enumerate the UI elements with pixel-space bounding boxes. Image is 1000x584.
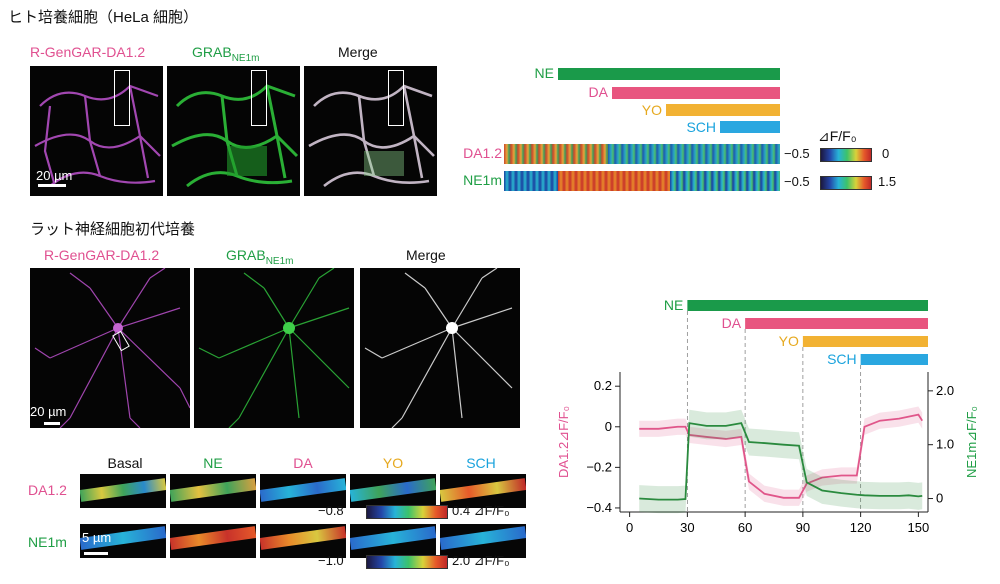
hela-image-da: 20 µm <box>30 66 163 196</box>
kymo-unit-label: ⊿F/F₀ <box>818 128 857 144</box>
chart-ylabel-left: DA1.2⊿F/F₀ <box>556 406 571 478</box>
hela-label-merge: Merge <box>338 44 378 60</box>
kymo-da <box>504 144 780 164</box>
strip-col-ne: NE <box>203 455 223 471</box>
kymo-da-max: 0 <box>882 146 890 161</box>
strip-scale-text: 5 µm <box>82 530 112 545</box>
chart-drug-bar-da <box>745 318 928 329</box>
strip-da-yo <box>350 474 436 508</box>
strip-da-colorbar <box>366 505 448 519</box>
hela-title: ヒト培養細胞（HeLa 細胞） <box>8 9 199 26</box>
strip-da-min: −0.8 <box>318 503 344 518</box>
strip-row-ne: NE1m <box>28 534 67 550</box>
chart-band-ne1m <box>639 409 923 514</box>
strip-ne-colorbar <box>366 555 448 569</box>
chart-ylabel-right: NE1m⊿F/F₀ <box>964 406 979 478</box>
chart-xtick-label: 150 <box>908 520 930 535</box>
strip-col-basal: Basal <box>107 455 143 471</box>
strip-da-basal <box>80 474 166 508</box>
chart-ytick-right-label: 0 <box>936 491 943 506</box>
top-bar-da <box>612 87 780 99</box>
neuron-image-da: 20 µm <box>30 268 190 428</box>
chart-xtick-label: 0 <box>626 520 633 535</box>
chart-ytick-right-label: 1.0 <box>936 437 954 452</box>
hela-label-dagenger: R-GenGAR-DA1.2 <box>30 44 146 60</box>
strip-da-ne <box>170 474 256 508</box>
strip-ne-yo <box>350 524 436 558</box>
chart-band-da1.2 <box>639 406 923 506</box>
kymo-da-colorbar <box>820 148 872 162</box>
neuron-label-da: R-GenGAR-DA1.2 <box>44 247 160 263</box>
hela-image-merge <box>304 66 437 196</box>
strip-da-max: 0.4 ⊿F/F₀ <box>452 503 510 518</box>
trace-chart: NE DA YO SCH 0 30 60 90 120 150 0.2 0 −0.2 −0.4 2.0 1.0… <box>556 297 979 535</box>
hela-scale-bar <box>38 184 66 187</box>
chart-drug-label-yo: YO <box>779 333 799 349</box>
strip-col-yo: YO <box>382 455 404 471</box>
kymo-ne-colorbar <box>820 176 872 190</box>
chart-line-ne1m <box>639 422 923 501</box>
strip-col-da: DA <box>293 455 313 471</box>
chart-drug-bar-yo <box>802 336 928 347</box>
chart-xtick-label: 120 <box>850 520 872 535</box>
strip-ne-min: −1.0 <box>318 553 344 568</box>
neuron-label-merge: Merge <box>406 247 446 263</box>
chart-ytick-left-label: −0.4 <box>586 500 612 515</box>
strip-ne-sch <box>440 524 526 558</box>
neuron-scale-text: 20 µm <box>30 404 67 419</box>
chart-drug-label-ne: NE <box>664 297 683 313</box>
top-bar-label-da: DA <box>588 84 608 100</box>
chart-drug-bar-ne <box>687 300 928 311</box>
chart-ytick-right-label: 2.0 <box>936 383 954 398</box>
neuron-image-ne <box>194 268 354 428</box>
top-bar-label-yo: YO <box>641 102 662 118</box>
chart-xtick-label: 90 <box>796 520 810 535</box>
strip-ne-ne <box>170 524 256 558</box>
hela-scale-text: 20 µm <box>36 168 73 183</box>
chart-ytick-left-label: −0.2 <box>586 459 612 474</box>
strip-col-sch: SCH <box>466 455 496 471</box>
strip-ne-max: 2.0 ⊿F/F₀ <box>452 553 510 568</box>
chart-ytick-left-label: 0.2 <box>594 378 612 393</box>
neuron-image-merge <box>360 268 520 428</box>
hela-label-grab: GRABNE1m <box>192 44 260 64</box>
hela-image-ne <box>167 66 300 196</box>
strip-scale-bar <box>84 552 108 555</box>
neuron-title: ラット神経細胞初代培養 <box>30 221 196 238</box>
hela-roi-box <box>388 70 404 126</box>
chart-drug-label-sch: SCH <box>827 351 857 367</box>
kymo-label-ne: NE1m <box>463 172 502 188</box>
chart-ytick-left-label: 0 <box>605 419 612 434</box>
kymo-ne-max: 1.5 <box>878 174 897 189</box>
kymo-label-da: DA1.2 <box>463 145 502 161</box>
strip-row-da: DA1.2 <box>28 482 67 498</box>
hela-roi-box <box>251 70 267 126</box>
strip-da-sch <box>440 474 526 508</box>
neuron-scale-bar <box>44 422 60 425</box>
top-bar-label-ne: NE <box>534 65 554 81</box>
kymo-ne <box>504 171 780 191</box>
chart-drug-bar-sch <box>860 354 928 365</box>
hela-roi-box <box>114 70 130 126</box>
kymo-ne-min: −0.5 <box>784 174 810 189</box>
kymo-da-min: −0.5 <box>784 146 810 161</box>
chart-drug-label-da: DA <box>722 315 742 331</box>
neuron-label-grab: GRABNE1m <box>226 247 294 267</box>
chart-line-da1.2 <box>639 413 923 499</box>
strip-ne-da <box>260 524 346 558</box>
top-bar-ne <box>558 68 780 80</box>
top-bar-label-sch: SCH <box>686 119 716 135</box>
chart-xtick-label: 60 <box>738 520 752 535</box>
top-bar-yo <box>666 104 780 116</box>
top-bar-sch <box>720 121 780 133</box>
chart-xtick-label: 30 <box>680 520 694 535</box>
strip-ne-basal: 5 µm <box>80 524 166 558</box>
strip-da-da <box>260 474 346 508</box>
